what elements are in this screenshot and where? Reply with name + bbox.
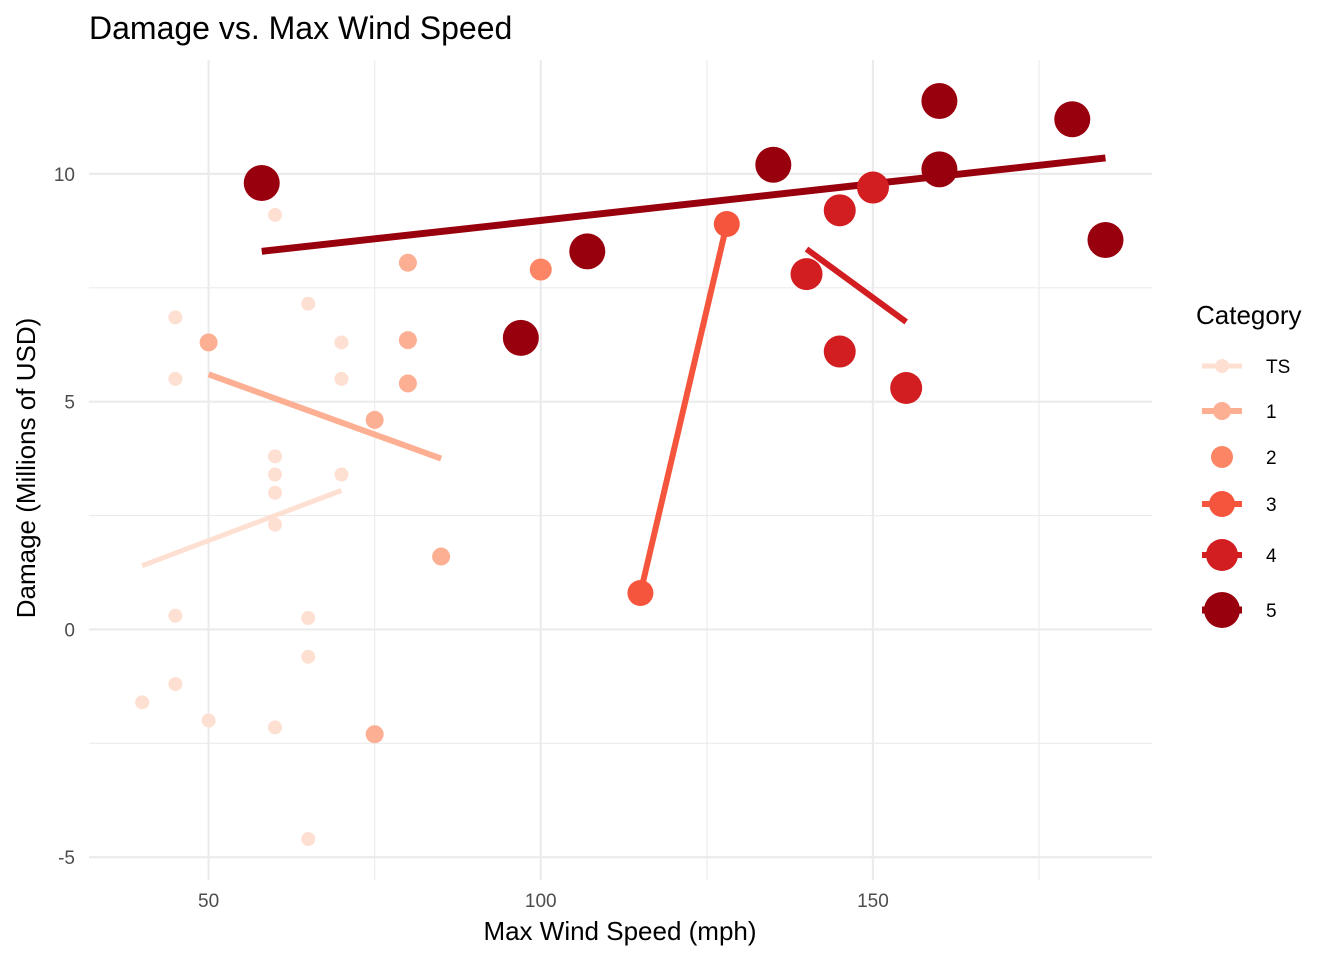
data-point-1 xyxy=(398,331,417,350)
data-point-4 xyxy=(790,258,823,291)
legend-items: TS 1 2 3 4 5 xyxy=(1202,357,1290,628)
data-point-TS xyxy=(301,649,316,664)
x-tick-label: 100 xyxy=(525,891,557,912)
trend-line-5 xyxy=(261,154,1106,255)
data-point-TS xyxy=(301,296,316,311)
data-point-3 xyxy=(627,580,654,606)
data-point-TS xyxy=(135,695,150,710)
legend-label-3: 3 xyxy=(1266,495,1277,516)
data-point-5 xyxy=(921,151,958,188)
data-point-TS xyxy=(334,371,349,386)
legend-label-5: 5 xyxy=(1266,601,1277,622)
legend-title: Category xyxy=(1196,300,1302,330)
y-axis-tick-labels: -5 0 5 10 xyxy=(54,165,75,869)
y-tick-label: 5 xyxy=(64,393,75,414)
trend-lines xyxy=(141,154,1106,594)
data-point-TS xyxy=(168,677,183,692)
data-point-TS xyxy=(268,517,283,532)
y-axis-title: Damage (Millions of USD) xyxy=(11,318,41,619)
y-tick-label: -5 xyxy=(58,848,75,869)
data-point-4 xyxy=(890,372,923,404)
data-point-1 xyxy=(432,547,451,566)
legend-label-2: 2 xyxy=(1266,448,1277,469)
data-point-TS xyxy=(301,611,316,626)
data-point-4 xyxy=(823,194,856,227)
legend-key-point-1 xyxy=(1213,402,1231,420)
data-point-4 xyxy=(856,171,889,204)
legend-label-1: 1 xyxy=(1266,402,1277,423)
data-point-TS xyxy=(168,310,183,325)
data-point-1 xyxy=(365,410,384,429)
data-point-1 xyxy=(199,333,218,352)
y-tick-label: 0 xyxy=(64,620,75,641)
data-point-3 xyxy=(713,211,740,237)
data-point-5 xyxy=(1087,221,1124,258)
data-point-TS xyxy=(334,335,349,350)
trend-line-1 xyxy=(207,371,443,462)
data-point-TS xyxy=(268,485,283,500)
data-point-2 xyxy=(529,258,552,281)
data-point-5 xyxy=(1054,101,1091,138)
legend-key-point-TS xyxy=(1215,359,1229,373)
trend-line-TS xyxy=(141,488,343,569)
trend-line-4 xyxy=(804,246,908,325)
x-axis-title: Max Wind Speed (mph) xyxy=(483,916,756,946)
x-tick-label: 150 xyxy=(857,891,889,912)
data-point-TS xyxy=(268,467,283,482)
data-point-TS xyxy=(334,467,349,482)
data-point-5 xyxy=(243,165,280,201)
data-point-5 xyxy=(921,83,958,119)
legend-key-point-3 xyxy=(1209,491,1235,517)
data-point-TS xyxy=(168,371,183,386)
data-point-TS xyxy=(268,449,283,464)
data-point-1 xyxy=(365,725,384,744)
data-point-1 xyxy=(398,374,417,393)
data-point-4 xyxy=(823,335,856,368)
legend-label-4: 4 xyxy=(1266,546,1277,567)
x-tick-label: 50 xyxy=(198,891,219,912)
legend-key-point-4 xyxy=(1206,539,1238,571)
data-point-5 xyxy=(502,319,539,356)
data-point-TS xyxy=(301,832,316,846)
data-point-5 xyxy=(569,233,606,270)
y-tick-label: 10 xyxy=(54,165,75,186)
data-points xyxy=(135,83,1124,846)
data-point-1 xyxy=(398,253,417,272)
legend-key-point-2 xyxy=(1211,446,1233,468)
data-point-TS xyxy=(201,713,216,728)
data-point-TS xyxy=(268,207,283,222)
legend-label-TS: TS xyxy=(1266,357,1290,378)
data-point-5 xyxy=(755,146,792,183)
legend: Category TS 1 2 3 4 5 xyxy=(1196,300,1302,628)
data-point-TS xyxy=(268,720,283,735)
x-axis-tick-labels: 50 100 150 xyxy=(198,891,889,912)
data-point-TS xyxy=(168,608,183,623)
chart-title: Damage vs. Max Wind Speed xyxy=(89,10,512,46)
trend-line-3 xyxy=(637,223,730,594)
legend-key-point-5 xyxy=(1204,592,1240,628)
